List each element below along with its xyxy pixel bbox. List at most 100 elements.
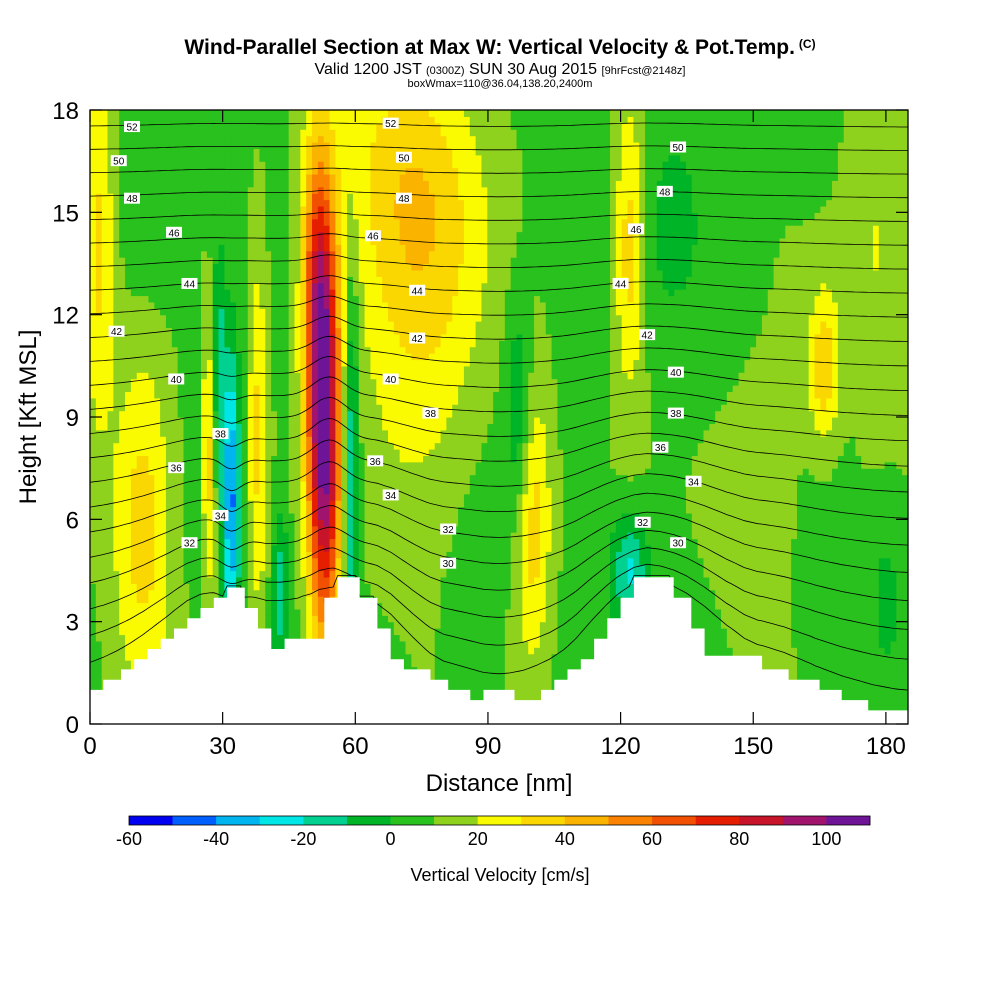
terrain-mask [90, 577, 908, 724]
y-tick-label: 15 [52, 200, 79, 227]
contour-label-36: 36 [168, 462, 185, 475]
theta-contour-37 [90, 439, 908, 493]
colorbar-tick-label: 0 [386, 829, 396, 849]
contour-label-46: 46 [628, 223, 645, 236]
colorbar-swatch [652, 816, 696, 825]
colorbar-tick-label: 60 [642, 829, 662, 849]
y-tick-label: 18 [52, 98, 79, 125]
contour-label-46: 46 [166, 226, 183, 239]
colorbar-swatch [303, 816, 348, 825]
theta-contour-38 [90, 418, 908, 467]
contour-label-44: 44 [612, 277, 629, 290]
theta-contour-33 [90, 526, 908, 601]
theta-contour-39 [90, 396, 908, 441]
colorbar-label: Vertical Velocity [cm/s] [410, 865, 589, 885]
theta-contours [90, 122, 908, 691]
theta-contour-51 [90, 145, 908, 151]
contour-label-32: 32 [181, 537, 198, 550]
contour-label-34: 34 [685, 475, 702, 488]
colorbar-tick-label: 80 [729, 829, 749, 849]
colorbar-tick-label: 40 [555, 829, 575, 849]
colorbar-swatch [739, 816, 784, 825]
terrain [90, 577, 908, 724]
theta-contour-49 [90, 189, 908, 199]
contour-label-38: 38 [667, 407, 684, 420]
colorbar-swatch [390, 816, 435, 825]
y-tick-label: 0 [66, 712, 79, 739]
theta-contour-52 [90, 122, 908, 128]
theta-contour-47 [90, 233, 908, 246]
contour-label-50: 50 [670, 141, 687, 154]
x-tick-label: 180 [866, 733, 906, 760]
contour-label-40: 40 [667, 366, 684, 379]
colorbar-swatch [129, 816, 173, 825]
copyright-mark: (C) [798, 37, 816, 51]
contour-label-32: 32 [440, 523, 457, 536]
x-tick-label: 30 [209, 733, 236, 760]
colorbar-swatch [259, 816, 304, 825]
colorbar-tick-label: -20 [290, 829, 316, 849]
y-tick-label: 12 [52, 303, 79, 330]
theta-contour-34 [90, 505, 908, 573]
colorbar-swatch [608, 816, 653, 825]
chart-box-info: boxWmax=110@36.04,138.20,2400m [407, 78, 593, 90]
contour-label-44: 44 [181, 277, 198, 290]
contour-label-48: 48 [395, 192, 412, 205]
theta-contour-32 [90, 547, 908, 630]
colorbar-swatch [216, 816, 261, 825]
contour-label-30: 30 [440, 557, 457, 570]
theta-contour-45 [90, 275, 908, 294]
contour-label-38: 38 [212, 428, 229, 441]
colorbar-swatch [434, 816, 479, 825]
theta-contour-50 [90, 167, 908, 175]
chart-title: Wind-Parallel Section at Max W: Vertical… [184, 36, 816, 59]
contour-label-40: 40 [382, 373, 399, 386]
y-tick-label: 6 [66, 507, 79, 534]
contour-label-52: 52 [382, 117, 399, 130]
theta-contour-30 [90, 575, 908, 691]
contour-label-42: 42 [108, 325, 125, 338]
theta-contour-40 [90, 376, 908, 416]
colorbar-swatch [695, 816, 740, 825]
theta-contour-46 [90, 254, 908, 270]
contour-label-38: 38 [422, 407, 439, 420]
colorbar-swatch [564, 816, 609, 825]
colorbar-swatch [477, 816, 522, 825]
x-axis-label: Distance [nm] [426, 770, 573, 797]
theta-contour-42 [90, 335, 908, 367]
colorbar-tick-label: -60 [116, 829, 142, 849]
colorbar-tick-label: 100 [811, 829, 841, 849]
theta-contour-44 [90, 295, 908, 318]
theta-contour-48 [90, 211, 908, 222]
x-tick-label: 0 [83, 733, 96, 760]
contour-label-30: 30 [670, 537, 687, 550]
colorbar-tick-label: 20 [468, 829, 488, 849]
contour-label-34: 34 [382, 489, 399, 502]
x-tick-label: 120 [601, 733, 641, 760]
x-tick-label: 90 [475, 733, 502, 760]
colorbar-swatch [346, 816, 391, 825]
y-tick-label: 9 [66, 405, 79, 432]
colorbar-swatch [521, 816, 566, 825]
colorbar-swatch [172, 816, 217, 825]
colorbar-swatch [826, 816, 871, 825]
contour-label-42: 42 [639, 329, 656, 342]
contour-label-42: 42 [409, 332, 426, 345]
colorbar-tick-label: -40 [203, 829, 229, 849]
y-tick-label: 3 [66, 610, 79, 637]
contour-label-52: 52 [124, 121, 141, 134]
contour-label-50: 50 [110, 155, 127, 168]
chart-subtitle: Valid 1200 JST (0300Z) SUN 30 Aug 2015 [… [314, 61, 686, 78]
contour-label-36: 36 [652, 441, 669, 454]
theta-contour-36 [90, 461, 908, 519]
contour-label-48: 48 [124, 192, 141, 205]
x-tick-label: 150 [733, 733, 773, 760]
theta-contour-31 [90, 563, 908, 660]
contour-label-36: 36 [367, 455, 384, 468]
colorbar-swatch [782, 816, 827, 825]
colorbar: -60 -40 -20 0 20 40 60 80 100 Vertical Velocity [… [116, 815, 871, 885]
contour-label-50: 50 [395, 151, 412, 164]
contour-label-40: 40 [168, 373, 185, 386]
